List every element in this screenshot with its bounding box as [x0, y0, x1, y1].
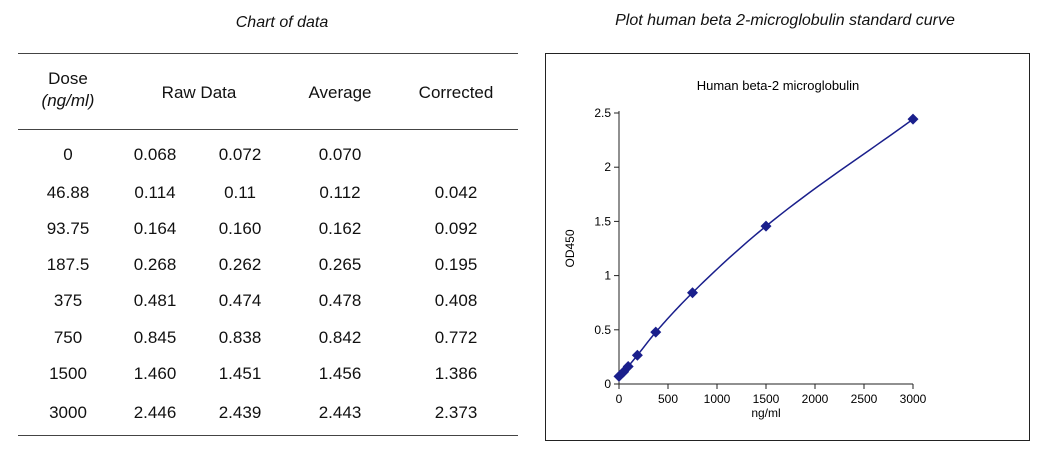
table-cell-dose: 1500 [49, 364, 87, 383]
table-cell-raw1: 0.068 [133, 145, 177, 164]
table-cell-average: 0.162 [318, 219, 362, 238]
x-tick-label: 500 [658, 392, 678, 406]
x-tick-label: 1500 [753, 392, 780, 406]
data-point [622, 360, 634, 372]
table-cell-dose: 187.5 [46, 255, 90, 274]
table-cell-raw1: 1.460 [133, 364, 177, 383]
table-cell-raw2: 2.439 [218, 403, 262, 422]
table-cell-dose: 3000 [49, 403, 87, 422]
fit-curve [618, 118, 914, 377]
x-tick-label: 3000 [900, 392, 927, 406]
table-cell-corrected: 0.408 [434, 291, 478, 310]
table-cell-raw2: 0.072 [218, 145, 262, 164]
x-tick-label: 0 [616, 392, 623, 406]
table-cell-raw1: 0.268 [133, 255, 177, 274]
header-dose-label: Dose [48, 69, 88, 88]
chart-title: Human beta-2 microglobulin [697, 78, 860, 93]
table-cell-raw2: 0.474 [218, 291, 262, 310]
header-average: Average [308, 83, 372, 102]
header-dose: Dose (ng/ml) [42, 68, 95, 112]
x-axis-label: ng/ml [751, 406, 780, 420]
x-tick-label: 2500 [851, 392, 878, 406]
table-cell-corrected: 2.373 [434, 403, 478, 422]
table-cell-dose: 375 [53, 291, 83, 310]
y-axis-label: OD450 [563, 229, 577, 267]
table-cell-raw2: 0.11 [224, 183, 256, 202]
table-cell-corrected: 1.386 [434, 364, 478, 383]
table-cell-average: 0.265 [318, 255, 362, 274]
table-cell-raw1: 0.481 [133, 291, 177, 310]
table-cell-raw1: 0.845 [133, 328, 177, 347]
table-cell-raw2: 0.838 [218, 328, 262, 347]
table-cell-raw1: 2.446 [133, 403, 177, 422]
table-header-rule [18, 129, 518, 130]
header-raw-data: Raw Data [161, 83, 237, 102]
table-cell-raw2: 0.262 [218, 255, 262, 274]
table-cell-dose: 750 [53, 328, 83, 347]
y-tick-label: 2 [604, 160, 611, 174]
table-title: Chart of data [235, 14, 329, 31]
table-cell-corrected: 0.042 [434, 183, 478, 202]
table-cell-corrected: 0.772 [434, 328, 478, 347]
y-tick-label: 2.5 [594, 106, 611, 120]
table-cell-average: 0.842 [318, 328, 362, 347]
table-cell-average: 0.478 [318, 291, 362, 310]
y-tick-label: 0 [604, 377, 611, 391]
table-cell-dose: 0 [63, 145, 73, 164]
y-tick-label: 0.5 [594, 323, 611, 337]
data-point [760, 220, 772, 232]
table-cell-average: 1.456 [318, 364, 362, 383]
chart-frame: Human beta-2 microglobulin 0 0.5 1 1.5 2 2.5 0 5… [545, 53, 1030, 441]
data-point [687, 287, 698, 299]
plot-caption: Plot human beta 2-microglobulin standard… [615, 12, 955, 29]
data-point [650, 326, 662, 338]
table-cell-average: 0.112 [319, 183, 361, 202]
data-point [631, 349, 643, 361]
y-tick-label: 1.5 [594, 214, 611, 228]
table-bottom-rule [18, 435, 518, 436]
table-top-rule [18, 53, 518, 54]
table-cell-raw1: 0.164 [133, 219, 177, 238]
table-cell-corrected: 0.092 [434, 219, 478, 238]
table-cell-dose: 93.75 [46, 219, 90, 238]
y-tick-label: 1 [604, 269, 611, 283]
x-tick-label: 1000 [704, 392, 731, 406]
header-dose-unit: (ng/ml) [41, 91, 95, 110]
table-cell-raw2: 0.160 [218, 219, 262, 238]
table-cell-raw1: 0.114 [134, 183, 176, 202]
table-cell-corrected: 0.195 [434, 255, 478, 274]
table-cell-average: 0.070 [318, 145, 362, 164]
x-tick-label: 2000 [802, 392, 829, 406]
standard-curve-chart: Human beta-2 microglobulin 0 0.5 1 1.5 2 2.5 0 5… [563, 78, 927, 420]
table-cell-raw2: 1.451 [218, 364, 262, 383]
table-cell-average: 2.443 [318, 403, 362, 422]
header-corrected: Corrected [418, 83, 494, 102]
data-point [907, 113, 919, 125]
table-cell-dose: 46.88 [46, 183, 90, 202]
